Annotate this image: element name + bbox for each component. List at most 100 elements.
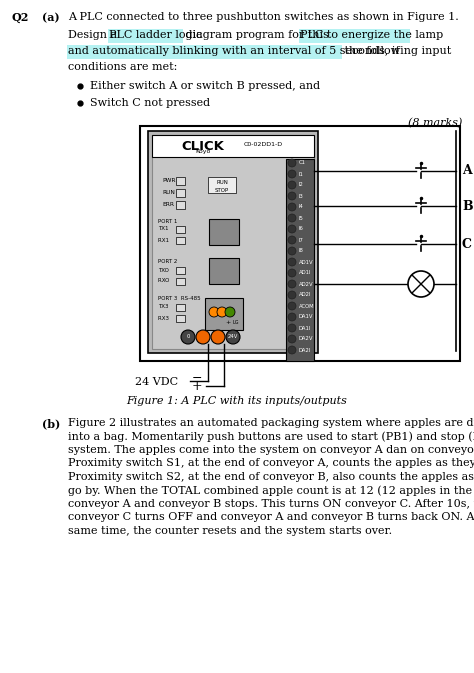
Circle shape xyxy=(217,307,227,317)
Text: conditions are met:: conditions are met: xyxy=(68,62,177,72)
Text: diagram program for this: diagram program for this xyxy=(182,30,332,40)
Text: I1: I1 xyxy=(299,172,304,176)
Text: same time, the counter resets and the system starts over.: same time, the counter resets and the sy… xyxy=(68,526,392,536)
Text: conveyor C turns OFF and conveyor A and conveyor B turns back ON. At the: conveyor C turns OFF and conveyor A and … xyxy=(68,513,474,522)
Bar xyxy=(152,135,314,349)
Text: the following input: the following input xyxy=(341,46,451,56)
Text: DA1I: DA1I xyxy=(299,326,311,330)
Bar xyxy=(176,201,185,209)
Text: I2: I2 xyxy=(299,182,304,188)
FancyBboxPatch shape xyxy=(209,258,239,284)
Bar xyxy=(108,29,183,43)
Text: Either switch A or switch B pressed, and: Either switch A or switch B pressed, and xyxy=(90,81,320,91)
Circle shape xyxy=(196,330,210,344)
Text: PLC ladder logic: PLC ladder logic xyxy=(109,30,202,40)
Circle shape xyxy=(288,324,296,332)
Bar xyxy=(208,177,236,193)
Text: +: + xyxy=(192,380,202,392)
Text: I8: I8 xyxy=(299,248,304,254)
Text: C0-02DD1-D: C0-02DD1-D xyxy=(244,143,283,147)
Text: I5: I5 xyxy=(299,215,304,221)
Circle shape xyxy=(288,313,296,321)
Text: Q2: Q2 xyxy=(12,12,29,23)
Text: LG: LG xyxy=(233,320,239,324)
Text: PORT 2: PORT 2 xyxy=(158,259,177,264)
Text: PLC to energize the lamp: PLC to energize the lamp xyxy=(300,30,443,40)
Text: Figure 1: A PLC with its inputs/outputs: Figure 1: A PLC with its inputs/outputs xyxy=(127,396,347,406)
Bar xyxy=(176,189,185,197)
Bar xyxy=(176,277,185,285)
Circle shape xyxy=(226,330,240,344)
Text: ERR: ERR xyxy=(162,203,174,207)
Text: DA2V: DA2V xyxy=(299,336,313,341)
Text: AD1V: AD1V xyxy=(299,260,314,264)
Bar xyxy=(152,135,314,157)
Text: Koyo: Koyo xyxy=(195,149,210,155)
Text: PWR: PWR xyxy=(162,178,175,184)
Circle shape xyxy=(288,258,296,266)
Circle shape xyxy=(288,225,296,233)
Text: Design a: Design a xyxy=(68,30,120,40)
Circle shape xyxy=(288,236,296,244)
Text: A PLC connected to three pushbutton switches as shown in Figure 1.: A PLC connected to three pushbutton swit… xyxy=(68,12,459,22)
Bar xyxy=(176,236,185,244)
Text: RX1: RX1 xyxy=(158,238,171,242)
Circle shape xyxy=(181,330,195,344)
Circle shape xyxy=(211,330,225,344)
Circle shape xyxy=(288,159,296,167)
Text: conveyor A and conveyor B stops. This turns ON conveyor C. After 10s, the: conveyor A and conveyor B stops. This tu… xyxy=(68,499,474,509)
Text: system. The apples come into the system on conveyor A dan on conveyor B.: system. The apples come into the system … xyxy=(68,445,474,455)
Text: RUN: RUN xyxy=(162,190,175,195)
Bar xyxy=(148,131,318,353)
Text: AD2I: AD2I xyxy=(299,293,311,297)
Text: TX3: TX3 xyxy=(158,304,170,310)
Circle shape xyxy=(408,271,434,297)
Text: B: B xyxy=(462,199,473,213)
Text: Figure 2 illustrates an automated packaging system where apples are dropped: Figure 2 illustrates an automated packag… xyxy=(68,418,474,428)
Text: PORT 1: PORT 1 xyxy=(158,219,177,224)
Text: go by. When the TOTAL combined apple count is at 12 (12 apples in the bag),: go by. When the TOTAL combined apple cou… xyxy=(68,485,474,496)
Bar xyxy=(67,45,342,59)
Circle shape xyxy=(288,302,296,310)
Text: into a bag. Momentarily push buttons are used to start (PB1) and stop (PB2) the: into a bag. Momentarily push buttons are… xyxy=(68,431,474,442)
Text: 0: 0 xyxy=(186,334,190,339)
Text: DA2I: DA2I xyxy=(299,347,311,353)
Text: (8 marks): (8 marks) xyxy=(408,118,462,129)
Text: TX1: TX1 xyxy=(158,227,170,232)
Text: AD1I: AD1I xyxy=(299,271,311,275)
Text: and automatically blinking with an interval of 5 seconds, if: and automatically blinking with an inter… xyxy=(68,46,400,56)
Bar xyxy=(286,159,314,361)
Circle shape xyxy=(288,280,296,288)
Text: −: − xyxy=(192,371,202,384)
Circle shape xyxy=(288,170,296,178)
Circle shape xyxy=(209,307,219,317)
Text: C1: C1 xyxy=(299,160,306,166)
Text: I7: I7 xyxy=(299,238,304,242)
Text: Proximity switch S2, at the end of conveyor B, also counts the apples as they: Proximity switch S2, at the end of conve… xyxy=(68,472,474,482)
Circle shape xyxy=(288,291,296,299)
Text: 24V: 24V xyxy=(228,334,238,339)
Text: 24 VDC: 24 VDC xyxy=(135,377,178,387)
Text: RXO: RXO xyxy=(158,279,171,283)
Circle shape xyxy=(288,335,296,343)
Text: RUN: RUN xyxy=(216,180,228,186)
Text: STOP: STOP xyxy=(215,188,229,192)
Circle shape xyxy=(288,192,296,200)
Bar xyxy=(299,29,410,43)
Text: CLICK: CLICK xyxy=(182,139,224,153)
Text: DA1V: DA1V xyxy=(299,314,313,320)
Circle shape xyxy=(288,247,296,255)
Text: (b): (b) xyxy=(42,418,60,429)
Circle shape xyxy=(288,269,296,277)
Bar xyxy=(176,304,185,310)
Bar xyxy=(176,177,185,185)
Circle shape xyxy=(288,346,296,354)
Text: I3: I3 xyxy=(299,194,304,199)
Circle shape xyxy=(288,181,296,189)
Text: ACOM: ACOM xyxy=(299,304,315,308)
Text: A: A xyxy=(462,164,472,178)
Circle shape xyxy=(288,214,296,222)
FancyBboxPatch shape xyxy=(205,298,243,330)
Text: Proximity switch S1, at the end of conveyor A, counts the apples as they go by.: Proximity switch S1, at the end of conve… xyxy=(68,458,474,468)
Text: AD2V: AD2V xyxy=(299,281,314,287)
